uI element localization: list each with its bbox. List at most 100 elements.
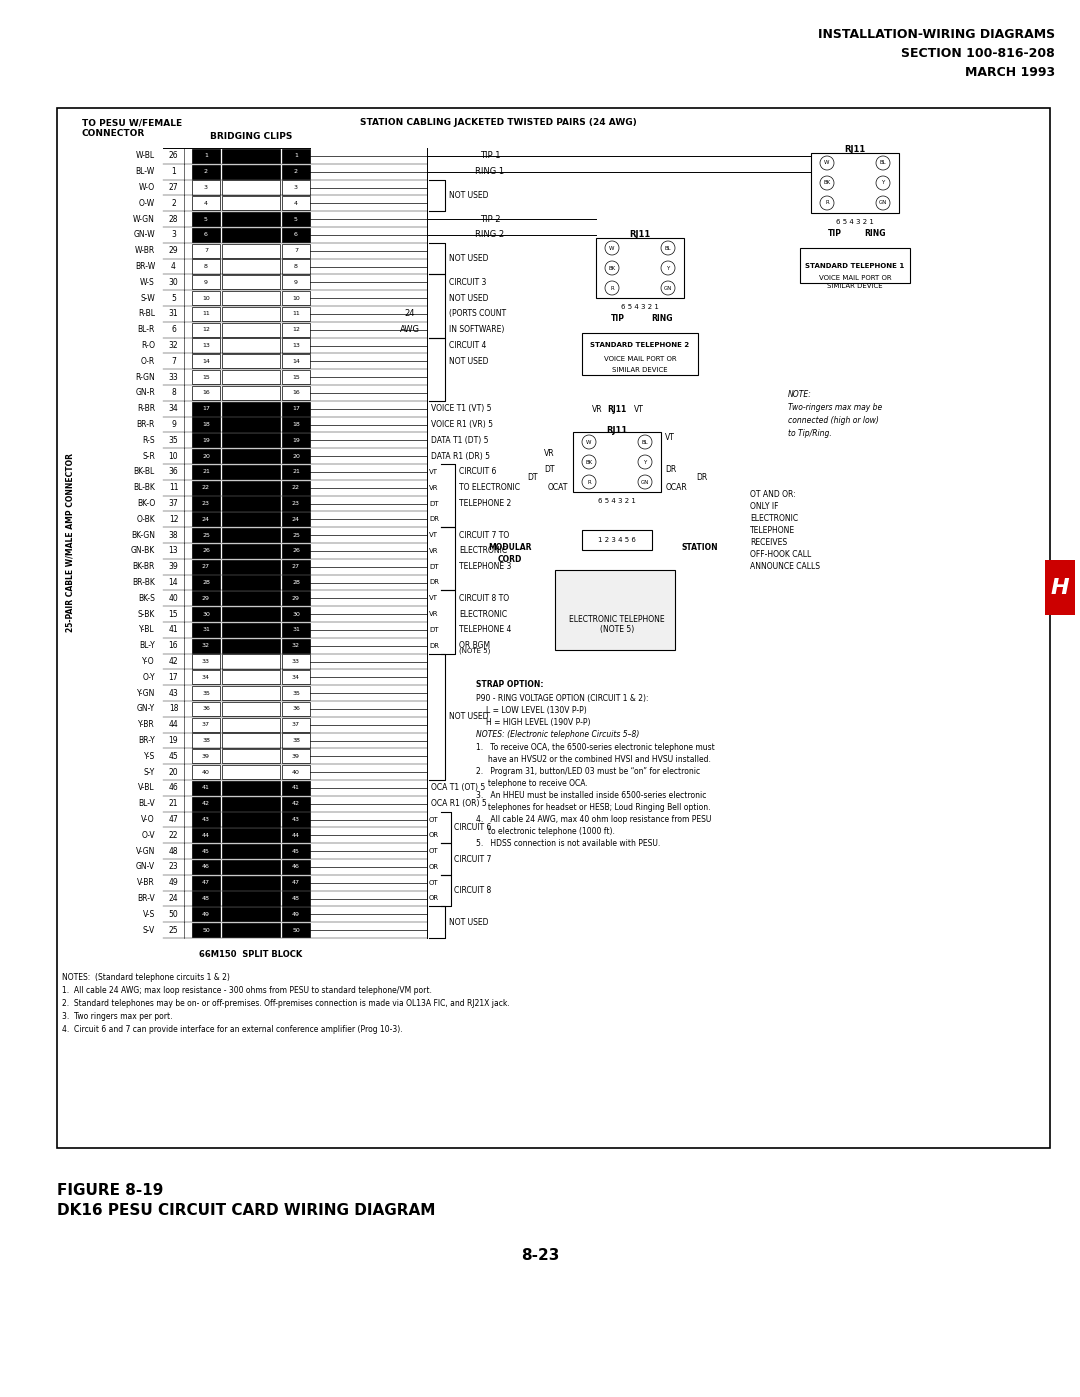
Bar [282,891,310,905]
Text: CIRCUIT 6: CIRCUIT 6 [459,468,497,476]
Bar [282,528,310,542]
Text: 36: 36 [292,707,300,711]
Text: 12: 12 [292,327,300,332]
Text: GN: GN [664,285,672,291]
Bar [282,701,310,717]
Bar [222,481,280,495]
Text: 34: 34 [168,404,178,414]
Text: R: R [588,479,591,485]
Bar [282,591,310,605]
Text: 40: 40 [202,770,210,774]
Text: 2.  Standard telephones may be on- or off-premises. Off-premises connection is m: 2. Standard telephones may be on- or off… [62,999,510,1009]
Text: RECEIVES: RECEIVES [750,538,787,548]
Text: 3: 3 [171,231,176,239]
Text: W-O: W-O [139,183,156,191]
Circle shape [605,242,619,256]
Bar [282,291,310,306]
Text: 40: 40 [292,770,300,774]
Text: 8: 8 [171,388,176,397]
Text: SIMILAR DEVICE: SIMILAR DEVICE [612,367,667,373]
Text: AWG: AWG [400,326,420,334]
Text: 15: 15 [168,609,178,619]
Text: OCA R1 (OR) 5: OCA R1 (OR) 5 [431,799,487,809]
Bar [1045,560,1075,615]
Text: W: W [586,440,592,444]
Bar [222,766,280,780]
Bar [222,433,280,447]
Bar [192,844,220,858]
Text: Y-BL: Y-BL [139,626,156,634]
Bar [222,591,280,605]
Text: R: R [610,285,613,291]
Text: 10: 10 [292,296,300,300]
Text: OR: OR [429,895,440,901]
Text: STANDARD TELEPHONE 2: STANDARD TELEPHONE 2 [591,342,689,348]
Text: 2: 2 [294,169,298,175]
Bar [222,418,280,432]
Text: 39: 39 [168,562,178,571]
Text: 5.   HDSS connection is not available with PESU.: 5. HDSS connection is not available with… [476,840,660,848]
Text: 39: 39 [292,754,300,759]
Bar [222,876,280,890]
Text: VT: VT [665,433,675,441]
Text: S-Y: S-Y [144,767,156,777]
Text: ONLY IF: ONLY IF [750,502,779,511]
Text: NOTE:: NOTE: [788,390,812,400]
Text: RJ11: RJ11 [606,426,627,434]
Bar [222,623,280,637]
Bar [192,180,220,194]
Text: BR-V: BR-V [137,894,156,902]
Text: 23: 23 [202,502,210,506]
Bar [582,332,698,374]
Text: Y-GN: Y-GN [137,689,156,697]
Text: 44: 44 [292,833,300,838]
Bar [282,923,310,937]
Text: TIP 1: TIP 1 [480,151,500,161]
Text: Y: Y [644,460,647,464]
Bar [222,386,280,400]
Bar [222,228,280,242]
Text: OT: OT [429,848,438,854]
Text: 42: 42 [168,657,178,666]
Text: telephones for headset or HESB; Loud Ringing Bell option.: telephones for headset or HESB; Loud Rin… [476,803,711,812]
Bar [222,560,280,574]
Text: 20: 20 [202,454,210,458]
Text: L = LOW LEVEL (130V P-P): L = LOW LEVEL (130V P-P) [486,705,586,715]
Text: 27: 27 [202,564,210,569]
Text: 38: 38 [202,738,210,743]
Text: 25: 25 [168,926,178,935]
Text: TELEPHONE 3: TELEPHONE 3 [459,562,511,571]
Bar [282,907,310,922]
Text: 28: 28 [168,215,178,224]
Bar [192,718,220,732]
Text: 6 5 4 3 2 1: 6 5 4 3 2 1 [621,305,659,310]
Bar [192,448,220,464]
Text: 4: 4 [204,201,208,205]
Bar [192,401,220,416]
Bar [222,196,280,211]
Bar [192,228,220,242]
Bar [192,796,220,810]
Bar [282,323,310,337]
Text: STANDARD TELEPHONE 1: STANDARD TELEPHONE 1 [806,263,905,270]
Text: CONNECTOR: CONNECTOR [82,129,145,138]
Text: 41: 41 [168,626,178,634]
Bar [282,196,310,211]
Text: BL-R: BL-R [137,326,156,334]
Text: 6 5 4 3 2 1: 6 5 4 3 2 1 [598,497,636,504]
Text: V-GN: V-GN [136,847,156,855]
Text: (NOTE 5): (NOTE 5) [599,624,634,634]
Bar [222,796,280,810]
Bar [222,671,280,685]
Bar [192,165,220,179]
Text: 4: 4 [171,263,176,271]
Text: 15: 15 [292,374,300,380]
Bar [192,338,220,352]
Text: 25-PAIR CABLE W/MALE AMP CONNECTOR: 25-PAIR CABLE W/MALE AMP CONNECTOR [66,454,75,633]
Text: 28: 28 [292,580,300,585]
Circle shape [661,281,675,295]
Text: CIRCUIT 4: CIRCUIT 4 [449,341,486,351]
Text: 19: 19 [202,437,210,443]
Text: BR-BK: BR-BK [132,578,156,587]
Text: CIRCUIT 3: CIRCUIT 3 [449,278,486,286]
